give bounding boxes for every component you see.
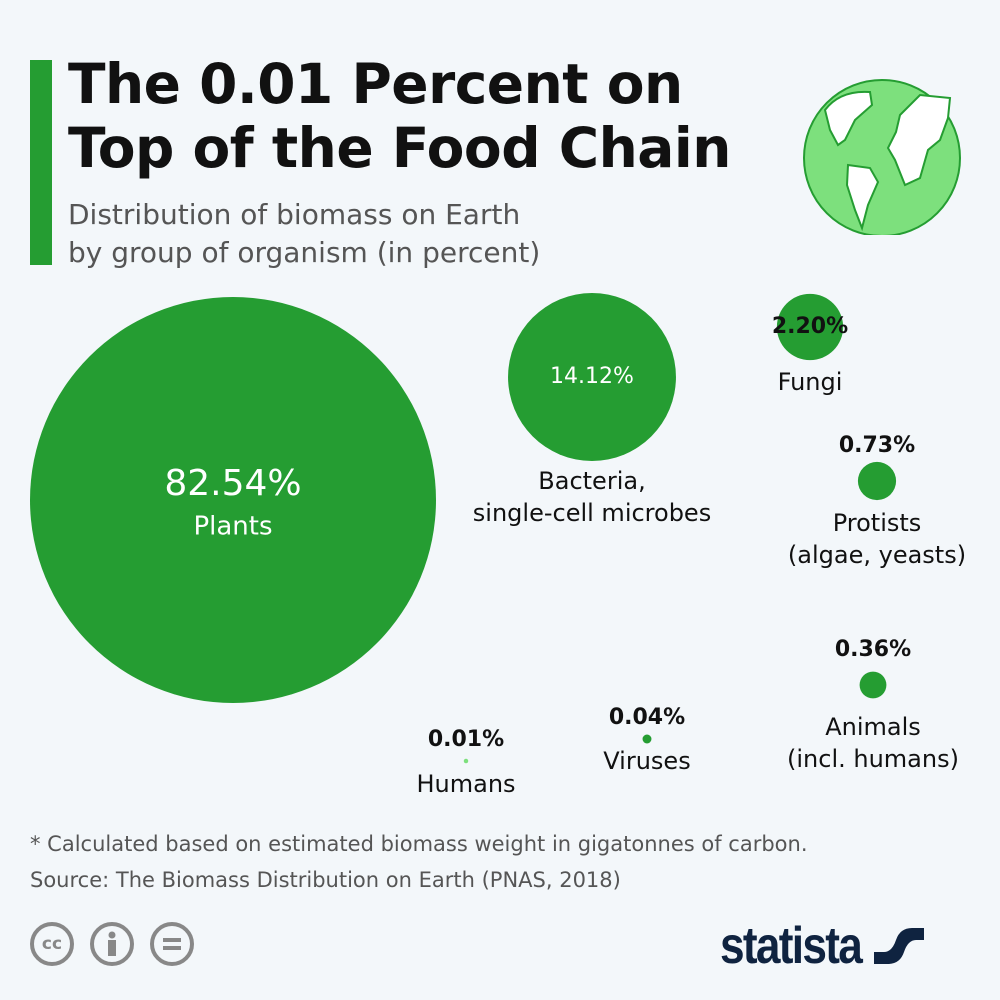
subtitle-line: by group of organism (in percent): [68, 236, 541, 269]
bubble-animals: [859, 671, 887, 699]
category-label: Viruses: [603, 747, 690, 775]
value-label: 0.36%: [835, 637, 911, 662]
equals-glyph: [163, 938, 181, 950]
brand-wordmark: statista: [720, 917, 863, 975]
footer-notes: * Calculated based on estimated biomass …: [30, 826, 808, 898]
source: Source: The Biomass Distribution on Eart…: [30, 868, 621, 892]
bubble-protists: [857, 461, 897, 501]
value-label: 0.04%: [609, 705, 685, 730]
title-line: Top of the Food Chain: [68, 116, 731, 180]
category-label: Plants: [193, 512, 272, 542]
title-line: The 0.01 Percent on: [68, 52, 683, 116]
statista-logo[interactable]: statista: [720, 916, 925, 976]
category-label: Animals: [825, 713, 921, 741]
footnote: * Calculated based on estimated biomass …: [30, 832, 808, 856]
value-label: 82.54%: [164, 463, 301, 504]
page-title: The 0.01 Percent on Top of the Food Chai…: [68, 52, 731, 180]
value-label: 0.01%: [428, 727, 504, 752]
attribution-icon[interactable]: [90, 922, 134, 966]
category-label: Protists: [833, 509, 922, 537]
category-label: Bacteria,: [538, 467, 645, 495]
subtitle-line: Distribution of biomass on Earth: [68, 198, 521, 231]
accent-bar: [30, 60, 52, 265]
category-label: Fungi: [778, 368, 843, 396]
bubble-humans: [463, 758, 469, 764]
bubble-fungi: [776, 293, 844, 361]
person-glyph: [108, 931, 116, 956]
value-label: 14.12%: [550, 364, 634, 389]
statista-logo-icon: [874, 922, 925, 970]
category-label: single-cell microbes: [473, 499, 711, 527]
subtitle: Distribution of biomass on Earth by grou…: [68, 196, 540, 272]
globe-icon: [803, 79, 961, 235]
no-derivatives-icon[interactable]: [150, 922, 194, 966]
cc-text: cc: [41, 934, 63, 954]
bubble-bacteria: [508, 293, 676, 461]
value-label: 0.73%: [839, 433, 915, 458]
category-label: (algae, yeasts): [788, 541, 966, 569]
category-label: (incl. humans): [787, 745, 959, 773]
bubble-viruses: [642, 734, 652, 744]
value-label: 2.20%: [772, 314, 848, 339]
bubble-plants: [30, 297, 436, 703]
cc-icon[interactable]: cc: [30, 922, 74, 966]
category-label: Humans: [416, 770, 515, 798]
